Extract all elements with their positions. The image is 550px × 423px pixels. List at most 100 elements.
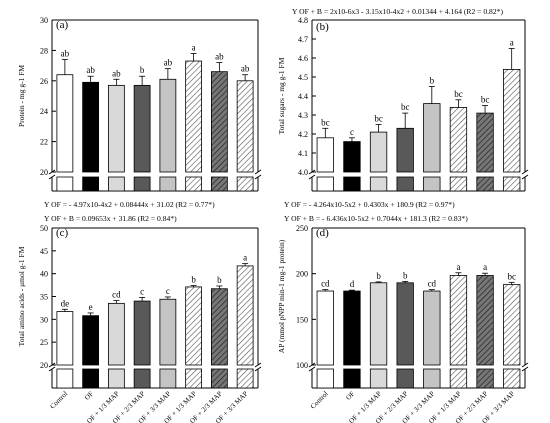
y-tick-label: 20 <box>40 168 48 177</box>
bar <box>159 78 177 173</box>
bar <box>369 131 388 173</box>
bar <box>423 290 441 366</box>
bar-base <box>236 176 254 192</box>
bar-base <box>56 176 74 192</box>
bar <box>107 302 125 366</box>
y-axis-label: Total sugars - mg g-1 FM <box>277 57 286 134</box>
bar-base <box>396 368 414 389</box>
significance-letter: bc <box>374 114 383 124</box>
y-tick-label: 250 <box>296 224 308 233</box>
y-tick-label: 22 <box>40 138 48 147</box>
bar-base <box>133 368 151 389</box>
significance-letter: b <box>403 270 408 280</box>
bar <box>185 286 203 366</box>
significance-letter: ab <box>86 65 95 75</box>
axis-break-mark <box>254 362 262 368</box>
significance-letter: c <box>350 127 354 137</box>
bar-base <box>396 176 414 192</box>
bar-base <box>159 368 177 389</box>
axis-break-mark <box>521 362 529 368</box>
bar-base <box>476 176 494 192</box>
bar-base <box>503 176 521 192</box>
y-tick-label: 24 <box>40 107 48 116</box>
significance-letter: cd <box>428 279 437 289</box>
bar <box>210 71 228 173</box>
category-label: OF <box>344 390 356 402</box>
bar-base <box>236 368 254 389</box>
bar-base <box>316 368 334 389</box>
panel-label: (a) <box>56 19 69 31</box>
bar <box>503 69 521 173</box>
axis-break-mark <box>254 174 262 180</box>
significance-letter: a <box>456 262 460 272</box>
bar <box>210 288 228 366</box>
equation-amino-of: Y OF = - 4.97x10-4x2 + 0.08444x + 31.02 … <box>44 200 215 209</box>
axis-break-mark <box>308 366 316 372</box>
bar <box>503 284 521 366</box>
bar <box>369 282 388 366</box>
bar-base <box>107 176 125 192</box>
axis-break-mark <box>254 169 262 175</box>
y-tick-label: 4.8 <box>298 16 308 25</box>
significance-letter: a <box>192 42 196 52</box>
bar-base <box>185 176 203 192</box>
bar <box>236 80 254 173</box>
bar <box>396 127 414 173</box>
y-tick-label: 28 <box>40 46 48 55</box>
significance-letter: c <box>166 286 170 296</box>
y-tick-label: 4.1 <box>298 149 308 158</box>
significance-letter: cd <box>321 279 330 289</box>
panel-label: (b) <box>316 21 329 33</box>
y-tick-label: 25 <box>40 338 48 347</box>
bar-base <box>423 368 441 389</box>
bar-base <box>423 176 441 192</box>
equation-ap-ofb: Y OF + B = - 6.436x10-5x2 + 0.7044x + 18… <box>284 214 468 223</box>
bar-base <box>343 176 361 192</box>
y-tick-label: 35 <box>40 293 48 302</box>
bar <box>107 84 125 173</box>
bar-base <box>369 368 388 389</box>
significance-letter: ab <box>241 64 250 74</box>
y-tick-label: 200 <box>296 270 308 279</box>
significance-letter: c <box>140 286 144 296</box>
significance-letter: d <box>350 279 355 289</box>
y-tick-label: 150 <box>296 315 308 324</box>
bar-base <box>82 176 100 192</box>
y-tick-label: 4.7 <box>298 35 308 44</box>
significance-letter: a <box>510 38 514 48</box>
bar <box>185 60 203 173</box>
significance-letter: a <box>483 262 487 272</box>
y-tick-label: 26 <box>40 77 48 86</box>
y-tick-label: 4.6 <box>298 54 308 63</box>
bar-base <box>210 368 228 389</box>
axis-break-mark <box>521 174 529 180</box>
axis-break-mark <box>308 174 316 180</box>
bar-base <box>185 368 203 389</box>
significance-letter: b <box>191 275 196 285</box>
y-axis-label: Protein - mg g-1 FM <box>17 65 26 127</box>
bar-base <box>210 176 228 192</box>
y-axis-label: Total amino acids - μmol g-1 FM <box>17 246 26 346</box>
bar-base <box>449 368 468 389</box>
bar <box>449 275 468 366</box>
bar <box>476 275 494 366</box>
significance-letter: b <box>376 271 381 281</box>
bar <box>449 107 468 173</box>
bar <box>56 311 74 366</box>
significance-letter: bc <box>507 271 516 281</box>
significance-letter: bc <box>481 95 490 105</box>
axis-break-mark <box>254 366 262 372</box>
bar-base <box>82 368 100 389</box>
significance-letter: ab <box>215 52 224 62</box>
y-tick-label: 4.3 <box>298 111 308 120</box>
bar <box>423 103 441 173</box>
bar <box>316 290 334 366</box>
category-label: OF <box>83 390 95 402</box>
bar <box>133 84 151 173</box>
y-tick-label: 40 <box>40 270 48 279</box>
bar <box>56 74 74 173</box>
significance-letter: bc <box>401 102 410 112</box>
bar <box>476 112 494 173</box>
